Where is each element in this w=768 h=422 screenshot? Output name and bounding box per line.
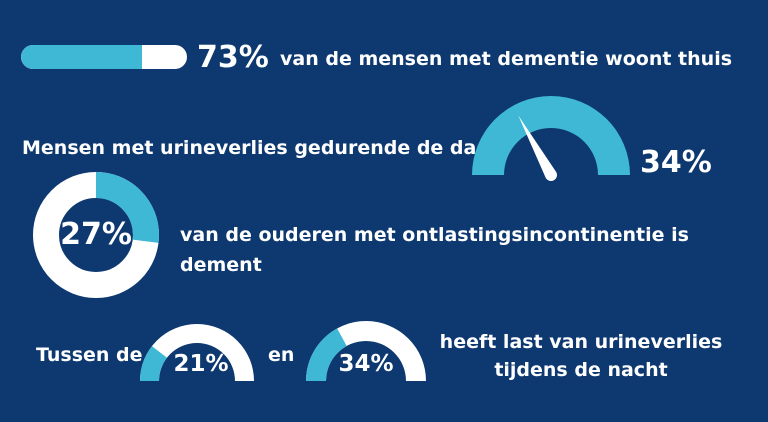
gauge-needle: [518, 115, 557, 181]
gauge-caption: Mensen met urineverlies gedurende de dag: [22, 137, 490, 159]
half-gauge-high-percentage: 34%: [338, 351, 394, 377]
range-prefix: Tussen de: [36, 344, 143, 366]
progress-caption: van de mensen met dementie woont thuis: [280, 48, 733, 70]
donut-caption: van de ouderen met ontlastingsincontinen…: [180, 224, 689, 276]
progress-percentage: 73%: [197, 40, 269, 75]
range-caption-line-1: heeft last van urineverlies: [439, 331, 723, 353]
half-gauge-low-percentage: 21%: [173, 351, 229, 377]
half-gauge-low: [140, 324, 254, 381]
progress-bar: [21, 45, 187, 69]
half-gauge-high-fill: [306, 328, 347, 381]
progress-bar-fill: [21, 45, 143, 69]
gauge-percentage: 34%: [640, 145, 712, 180]
range-middle: en: [268, 344, 295, 366]
range-caption: heeft last van urineverlies tijdens de n…: [436, 328, 726, 384]
donut-slice: [95, 172, 159, 243]
half-gauge-low-fill: [140, 346, 167, 381]
donut-percentage: 27%: [60, 217, 132, 252]
half-gauge-low-track: [140, 324, 254, 381]
donut-chart: [33, 172, 159, 298]
half-gauge-high: [306, 321, 426, 381]
range-caption-line-2: tijdens de nacht: [494, 359, 668, 381]
gauge-arc: [472, 96, 630, 175]
gauge-chart: [472, 96, 630, 181]
